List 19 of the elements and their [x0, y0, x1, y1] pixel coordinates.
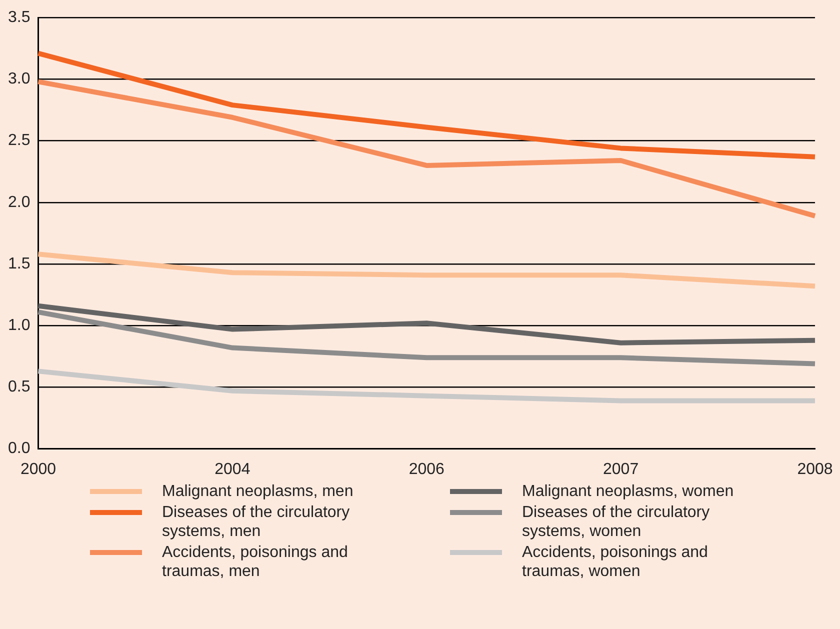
y-tick-label: 0.0: [8, 440, 30, 458]
legend-label: Malignant neoplasms, men: [162, 482, 354, 501]
x-tick-label: 2000: [20, 460, 56, 478]
legend-label: Accidents, poisonings and traumas, women: [522, 543, 709, 581]
x-tick-label: 2004: [214, 460, 250, 478]
legend-label: Diseases of the circulatory systems, women: [522, 503, 711, 541]
x-tick-label: 2008: [797, 460, 833, 478]
y-tick-label: 2.5: [8, 132, 30, 150]
legend-label: Diseases of the circulatory systems, men: [162, 503, 351, 541]
x-tick-label: 2007: [603, 460, 639, 478]
y-tick-label: 1.0: [8, 317, 30, 334]
y-tick-label: 2.0: [8, 194, 30, 211]
legend-label: Accidents, poisonings and traumas, men: [162, 543, 349, 581]
y-tick-label: 1.5: [8, 255, 30, 272]
y-tick-label: 3.0: [8, 70, 30, 88]
y-tick-label: 0.5: [8, 378, 30, 396]
x-tick-label: 2006: [408, 460, 445, 478]
y-tick-label: 3.5: [8, 9, 30, 26]
legend-label: Malignant neoplasms, women: [522, 482, 735, 501]
